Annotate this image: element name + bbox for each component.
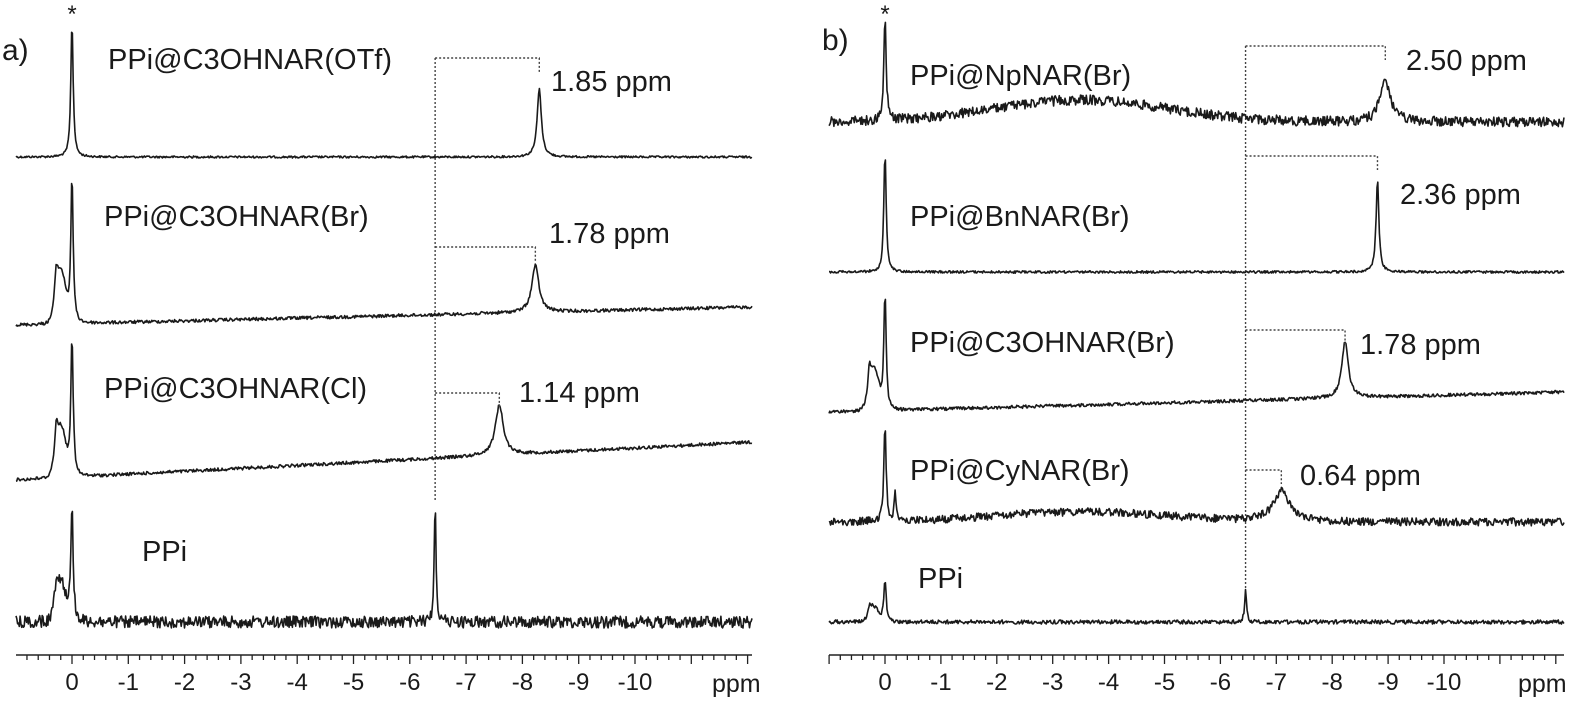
x-tick-label: -7 [1266, 669, 1287, 696]
panel-b: b) * 0 -1 -2 -3 -4 -5 -6 -7 -8 -9 -10 ppm PPi@NpNAR(Br… [822, 1, 1567, 698]
reference-marker: * [67, 1, 76, 28]
x-tick-label: -3 [230, 669, 251, 696]
x-tick-label: -4 [1098, 669, 1119, 696]
series-label: PPi@C3OHNAR(OTf) [108, 44, 392, 76]
x-tick-label: -4 [287, 669, 308, 696]
x-tick-label: 0 [65, 669, 78, 696]
spectrum-trace: PPi@NpNAR(Br) 2.50 ppm [828, 21, 1565, 128]
panel-label: a) [2, 34, 29, 67]
x-tick-label: -3 [1042, 669, 1063, 696]
spectrum-line [15, 343, 753, 482]
shift-bracket [1245, 469, 1283, 484]
spectrum-trace: PPi@BnNAR(Br) 2.36 ppm [828, 155, 1565, 275]
x-tick-label: -7 [455, 669, 476, 696]
spectrum-trace: PPi@C3OHNAR(Cl) 1.14 ppm [15, 343, 753, 482]
shift-label: 1.78 ppm [1360, 329, 1481, 361]
x-tick-label: -8 [512, 669, 533, 696]
spectrum-trace: PPi@C3OHNAR(OTf) 1.85 ppm [15, 31, 753, 159]
reference-marker: * [880, 1, 889, 28]
x-tick-label: -2 [986, 669, 1007, 696]
x-tick-label: -10 [618, 669, 653, 696]
x-tick-label: 0 [878, 669, 891, 696]
spectrum-trace: PPi@CyNAR(Br) 0.64 ppm [828, 430, 1565, 527]
spectrum-line [828, 430, 1565, 527]
series-label: PPi@C3OHNAR(Br) [910, 327, 1175, 359]
shift-label: 2.50 ppm [1406, 45, 1527, 77]
spectrum-line [15, 510, 753, 629]
shift-bracket [435, 246, 537, 261]
spectrum-trace: PPi@C3OHNAR(Br) 1.78 ppm [15, 182, 753, 327]
shift-label: 2.36 ppm [1400, 179, 1521, 211]
panel-label: b) [822, 24, 849, 57]
x-tick-label: -1 [930, 669, 951, 696]
x-tick-label: -5 [343, 669, 364, 696]
spectrum-line [828, 159, 1565, 275]
series-label: PPi [142, 536, 187, 568]
shift-bracket [435, 392, 501, 407]
x-tick-label: -10 [1427, 669, 1462, 696]
spectrum-trace: PPi [15, 510, 753, 629]
x-tick-label: -1 [118, 669, 139, 696]
x-axis-unit: ppm [712, 670, 761, 698]
series-label: PPi@C3OHNAR(Br) [104, 201, 369, 233]
series-label: PPi [918, 563, 963, 595]
spectrum-trace: PPi@C3OHNAR(Br) 1.78 ppm [828, 298, 1565, 414]
x-tick-label: -6 [399, 669, 420, 696]
shift-label: 1.14 ppm [519, 377, 640, 409]
spectrum-trace: PPi [828, 563, 1565, 625]
x-tick-label: -8 [1322, 669, 1343, 696]
spectrum-line [828, 21, 1565, 128]
shift-label: 1.85 ppm [551, 66, 672, 98]
spectrum-line [828, 298, 1565, 414]
shift-bracket [1245, 329, 1346, 344]
spectrum-line [15, 31, 753, 159]
shift-bracket [435, 57, 540, 72]
x-tick-label: -9 [1377, 669, 1398, 696]
shift-bracket [1245, 155, 1379, 170]
x-tick-label: -9 [568, 669, 589, 696]
series-label: PPi@BnNAR(Br) [910, 201, 1130, 233]
x-tick-label: -6 [1210, 669, 1231, 696]
shift-label: 0.64 ppm [1300, 460, 1421, 492]
shift-label: 1.78 ppm [549, 218, 670, 250]
series-label: PPi@CyNAR(Br) [910, 455, 1130, 487]
x-tick-label: -5 [1154, 669, 1175, 696]
spectrum-line [828, 581, 1565, 625]
series-label: PPi@NpNAR(Br) [910, 60, 1131, 92]
x-axis-unit: ppm [1518, 670, 1567, 698]
shift-bracket [1245, 45, 1387, 60]
series-label: PPi@C3OHNAR(Cl) [104, 373, 367, 405]
x-tick-label: -2 [174, 669, 195, 696]
spectrum-line [15, 182, 753, 327]
panel-a: a) * 0 -1 -2 -3 -4 -5 -6 -7 -8 -9 -10 ppm PPi@C3OHNAR(… [2, 1, 761, 698]
